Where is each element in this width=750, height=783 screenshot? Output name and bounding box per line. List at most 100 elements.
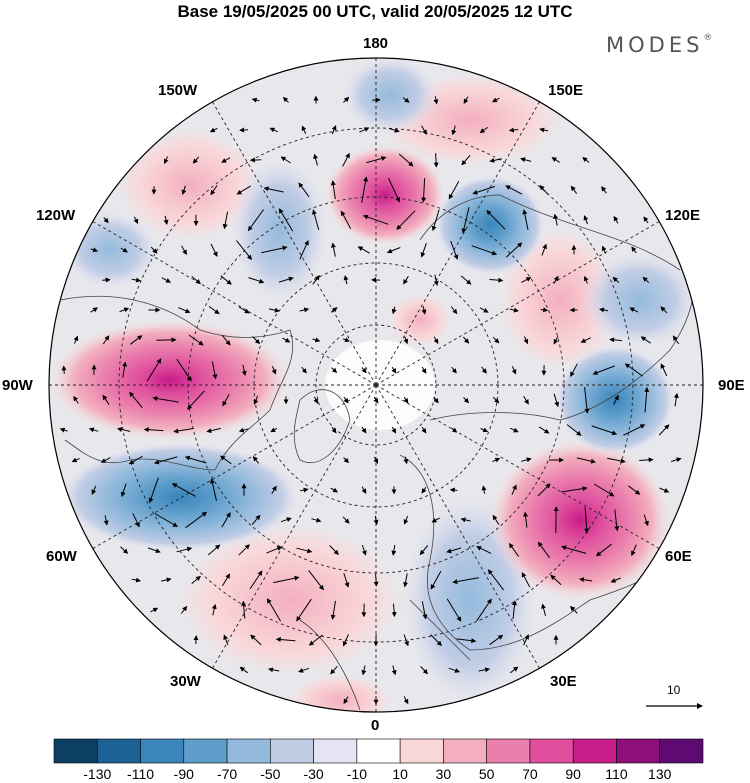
negative-anomaly-90e xyxy=(555,345,675,455)
wind-vector-arrow xyxy=(450,240,459,260)
wind-vector-arrow xyxy=(146,358,162,382)
wind-vector-arrow xyxy=(623,424,646,436)
colorbar-swatch xyxy=(313,738,358,764)
label-150e: 150E xyxy=(548,82,584,99)
wind-vector-arrow xyxy=(299,239,309,260)
wind-vector-arrow xyxy=(489,157,502,163)
wind-vector-arrow xyxy=(176,358,192,382)
registered-mark: ® xyxy=(703,33,713,43)
colorbar-tick-label: -50 xyxy=(260,766,281,782)
wind-vector-arrow xyxy=(391,366,397,374)
wind-vector-arrow xyxy=(489,634,504,646)
wind-vector-arrow xyxy=(388,177,401,203)
wind-vector-arrow xyxy=(420,666,428,675)
wind-vector-arrow xyxy=(421,366,427,374)
wind-vector-arrow xyxy=(251,514,261,525)
wind-vector-arrow xyxy=(207,544,221,556)
wind-vector-arrow xyxy=(311,209,320,231)
label-150w: 150W xyxy=(158,82,198,99)
wind-vector-arrow xyxy=(152,396,179,403)
wind-vector-arrow xyxy=(521,277,532,283)
wind-vector-arrow xyxy=(100,457,111,463)
wind-vector-arrow xyxy=(359,127,370,133)
wind-vector-arrow xyxy=(73,395,79,404)
wind-vector-arrow xyxy=(553,336,559,345)
wind-vector-arrow xyxy=(505,242,523,258)
wind-vector-arrow xyxy=(451,366,457,374)
wind-vector-arrow xyxy=(343,275,349,285)
wind-vector-arrow xyxy=(601,245,607,254)
wind-vector-arrow xyxy=(128,455,143,465)
wind-vector-arrow xyxy=(91,485,97,495)
wind-vector-arrow xyxy=(461,207,470,234)
wind-vector-arrow xyxy=(403,275,409,285)
wind-vector-arrow xyxy=(471,245,498,256)
wind-vector-arrow xyxy=(373,396,379,404)
wind-vector-arrow xyxy=(273,575,300,584)
wind-vector-arrow xyxy=(539,184,549,195)
wind-vector-arrow xyxy=(448,181,460,200)
wind-vector-arrow xyxy=(270,427,278,433)
wind-vector-arrow xyxy=(156,337,177,343)
wind-vector-arrow xyxy=(221,157,231,163)
label-60e: 60E xyxy=(665,548,692,565)
wind-vector-arrow xyxy=(391,544,397,556)
wind-vector-arrow xyxy=(222,394,230,407)
wind-vector-arrow xyxy=(610,577,621,583)
colorbar-swatch xyxy=(270,738,314,764)
colorbar-tick-label: 30 xyxy=(435,766,452,782)
wind-vector-arrow xyxy=(492,514,500,525)
wind-vector-arrow xyxy=(210,243,218,257)
wind-vector-arrow xyxy=(403,696,409,705)
wind-vector-arrow xyxy=(431,517,441,523)
colorbar-swatch xyxy=(486,738,531,764)
wind-vector-arrow xyxy=(644,386,650,413)
wind-vector-arrow xyxy=(252,336,261,345)
wind-vector-arrow xyxy=(624,363,643,377)
wind-vector-arrow xyxy=(278,276,294,283)
wind-vector-arrow xyxy=(261,245,288,254)
modes-logo: MODES® xyxy=(606,33,712,57)
wind-vector-arrow xyxy=(520,457,532,463)
wind-vector-arrow xyxy=(460,517,471,523)
wind-vector-arrow xyxy=(120,483,127,498)
wind-vector-arrow xyxy=(481,485,487,494)
wind-vector-arrow xyxy=(129,391,143,409)
colorbar-swatch xyxy=(96,738,141,764)
wind-vector-arrow xyxy=(521,572,531,588)
wind-vector-arrow xyxy=(88,427,99,433)
colorbar xyxy=(53,738,704,764)
wind-vector-arrow xyxy=(583,275,589,284)
wind-vector-arrow xyxy=(541,243,547,256)
wind-vector-arrow xyxy=(391,426,397,434)
wind-vector-arrow xyxy=(433,96,439,105)
wind-vector-arrow xyxy=(122,361,128,378)
wind-vector-arrow xyxy=(660,363,668,377)
wind-vector-arrow xyxy=(391,306,397,315)
wind-vector-arrow xyxy=(537,541,551,558)
wind-vector-arrow xyxy=(343,457,349,464)
positive-anomaly-90w xyxy=(50,320,290,440)
wind-vector-arrow xyxy=(266,598,282,622)
wind-vector-arrow xyxy=(492,396,500,404)
wind-vector-arrow xyxy=(90,307,98,313)
wind-vector-arrow xyxy=(420,243,427,258)
wind-vector-arrow xyxy=(576,457,596,464)
wind-vector-arrow xyxy=(639,457,654,463)
wind-vector-arrow xyxy=(538,426,550,434)
wind-vector-arrow xyxy=(154,513,178,527)
wind-vector-arrow xyxy=(580,337,591,343)
wind-vector-arrow xyxy=(147,547,161,554)
wind-vector-arrow xyxy=(628,485,641,495)
label-120w: 120W xyxy=(36,207,76,224)
wind-vector-arrow xyxy=(659,487,670,493)
wind-vector-arrow xyxy=(298,182,310,198)
colorbar-swatch xyxy=(399,738,444,764)
map-title: Base 19/05/2025 00 UTC, valid 20/05/2025… xyxy=(177,2,573,21)
wind-vector-arrow xyxy=(599,307,609,313)
negative-anomaly-60w xyxy=(60,442,300,552)
wind-vector-arrow xyxy=(643,216,649,224)
wind-vector-arrow xyxy=(308,634,323,646)
wind-vector-arrow xyxy=(311,517,322,523)
